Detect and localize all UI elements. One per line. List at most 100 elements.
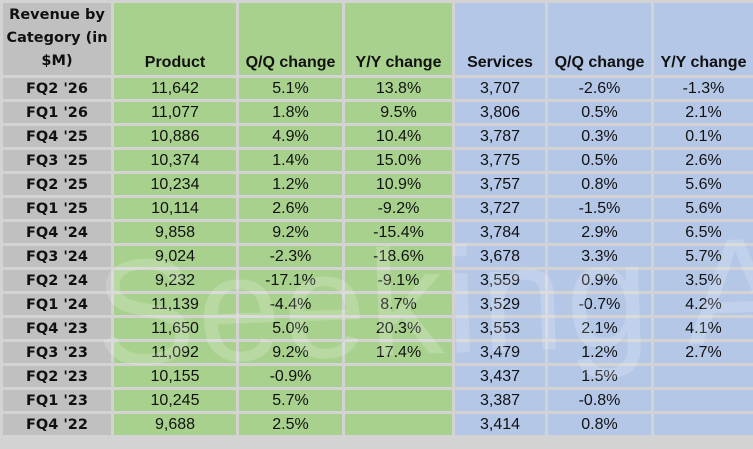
period-cell: FQ4 '23	[0, 315, 114, 342]
product-qq: 2.5%	[236, 411, 345, 438]
period-cell: FQ1 '26	[0, 99, 114, 126]
period-cell: FQ2 '23	[0, 363, 114, 390]
product-yy: 13.8%	[342, 75, 455, 102]
services-qq: 1.2%	[545, 339, 654, 366]
header-product-yy: Y/Y change	[342, 0, 455, 78]
product-qq: 5.0%	[236, 315, 345, 342]
table-row: FQ2 '25 10,234 1.2% 10.9% 3,757 0.8% 5.6%	[0, 171, 753, 198]
product-value: 9,232	[111, 267, 239, 294]
product-value: 10,886	[111, 123, 239, 150]
product-value: 11,642	[111, 75, 239, 102]
services-value: 3,806	[452, 99, 548, 126]
services-value: 3,387	[452, 387, 548, 414]
product-yy: 8.7%	[342, 291, 455, 318]
period-cell: FQ3 '25	[0, 147, 114, 174]
period-cell: FQ4 '22	[0, 411, 114, 438]
services-qq: -0.7%	[545, 291, 654, 318]
services-yy: 5.6%	[651, 195, 753, 222]
product-yy: 9.5%	[342, 99, 455, 126]
product-value: 11,139	[111, 291, 239, 318]
period-cell: FQ2 '24	[0, 267, 114, 294]
product-qq: -17.1%	[236, 267, 345, 294]
services-yy: 5.6%	[651, 171, 753, 198]
services-value: 3,787	[452, 123, 548, 150]
services-qq: 0.9%	[545, 267, 654, 294]
services-qq: 0.8%	[545, 171, 654, 198]
header-row: Revenue by Category (in $M) Product Q/Q …	[0, 0, 753, 78]
product-qq: 9.2%	[236, 219, 345, 246]
services-yy: 2.6%	[651, 147, 753, 174]
table-row: FQ4 '22 9,688 2.5% 3,414 0.8%	[0, 411, 753, 438]
services-yy: 4.1%	[651, 315, 753, 342]
services-qq: -0.8%	[545, 387, 654, 414]
table-row: FQ4 '25 10,886 4.9% 10.4% 3,787 0.3% 0.1%	[0, 123, 753, 150]
services-yy: 6.5%	[651, 219, 753, 246]
product-value: 10,245	[111, 387, 239, 414]
period-cell: FQ1 '25	[0, 195, 114, 222]
product-value: 9,858	[111, 219, 239, 246]
services-yy	[651, 387, 753, 414]
table-row: FQ2 '26 11,642 5.1% 13.8% 3,707 -2.6% -1.3%	[0, 75, 753, 102]
product-qq: 1.4%	[236, 147, 345, 174]
services-value: 3,784	[452, 219, 548, 246]
table-row: FQ2 '24 9,232 -17.1% -9.1% 3,559 0.9% 3.5%	[0, 267, 753, 294]
product-value: 11,077	[111, 99, 239, 126]
product-value: 11,650	[111, 315, 239, 342]
period-cell: FQ3 '23	[0, 339, 114, 366]
services-value: 3,678	[452, 243, 548, 270]
services-qq: 0.3%	[545, 123, 654, 150]
product-value: 10,234	[111, 171, 239, 198]
header-services-qq: Q/Q change	[545, 0, 654, 78]
product-qq: 1.2%	[236, 171, 345, 198]
product-value: 10,374	[111, 147, 239, 174]
services-value: 3,414	[452, 411, 548, 438]
services-qq: 0.5%	[545, 99, 654, 126]
product-yy: 10.4%	[342, 123, 455, 150]
header-product: Product	[111, 0, 239, 78]
product-value: 9,024	[111, 243, 239, 270]
product-value: 10,155	[111, 363, 239, 390]
period-cell: FQ4 '24	[0, 219, 114, 246]
table-row: FQ3 '25 10,374 1.4% 15.0% 3,775 0.5% 2.6%	[0, 147, 753, 174]
services-value: 3,559	[452, 267, 548, 294]
product-qq: 2.6%	[236, 195, 345, 222]
services-value: 3,757	[452, 171, 548, 198]
product-qq: 5.1%	[236, 75, 345, 102]
product-yy	[342, 387, 455, 414]
table-row: FQ4 '23 11,650 5.0% 20.3% 3,553 2.1% 4.1%	[0, 315, 753, 342]
services-yy	[651, 363, 753, 390]
services-value: 3,479	[452, 339, 548, 366]
product-qq: 4.9%	[236, 123, 345, 150]
period-cell: FQ1 '24	[0, 291, 114, 318]
services-yy: 5.7%	[651, 243, 753, 270]
table-row: FQ2 '23 10,155 -0.9% 3,437 1.5%	[0, 363, 753, 390]
header-services-yy: Y/Y change	[651, 0, 753, 78]
services-yy: 0.1%	[651, 123, 753, 150]
header-services: Services	[452, 0, 548, 78]
product-yy: -15.4%	[342, 219, 455, 246]
product-value: 10,114	[111, 195, 239, 222]
services-yy: 2.7%	[651, 339, 753, 366]
table-row: FQ1 '23 10,245 5.7% 3,387 -0.8%	[0, 387, 753, 414]
product-qq: -2.3%	[236, 243, 345, 270]
product-qq: -4.4%	[236, 291, 345, 318]
services-qq: 3.3%	[545, 243, 654, 270]
services-value: 3,727	[452, 195, 548, 222]
services-qq: 2.1%	[545, 315, 654, 342]
services-yy	[651, 411, 753, 438]
product-yy: -9.2%	[342, 195, 455, 222]
services-qq: 1.5%	[545, 363, 654, 390]
revenue-table: Revenue by Category (in $M) Product Q/Q …	[0, 0, 753, 438]
services-yy: 3.5%	[651, 267, 753, 294]
services-value: 3,707	[452, 75, 548, 102]
services-qq: 2.9%	[545, 219, 654, 246]
period-cell: FQ1 '23	[0, 387, 114, 414]
product-yy: -9.1%	[342, 267, 455, 294]
services-qq: 0.8%	[545, 411, 654, 438]
product-yy: 17.4%	[342, 339, 455, 366]
table-row: FQ1 '26 11,077 1.8% 9.5% 3,806 0.5% 2.1%	[0, 99, 753, 126]
product-yy: -18.6%	[342, 243, 455, 270]
product-yy: 15.0%	[342, 147, 455, 174]
period-cell: FQ2 '25	[0, 171, 114, 198]
product-yy	[342, 363, 455, 390]
